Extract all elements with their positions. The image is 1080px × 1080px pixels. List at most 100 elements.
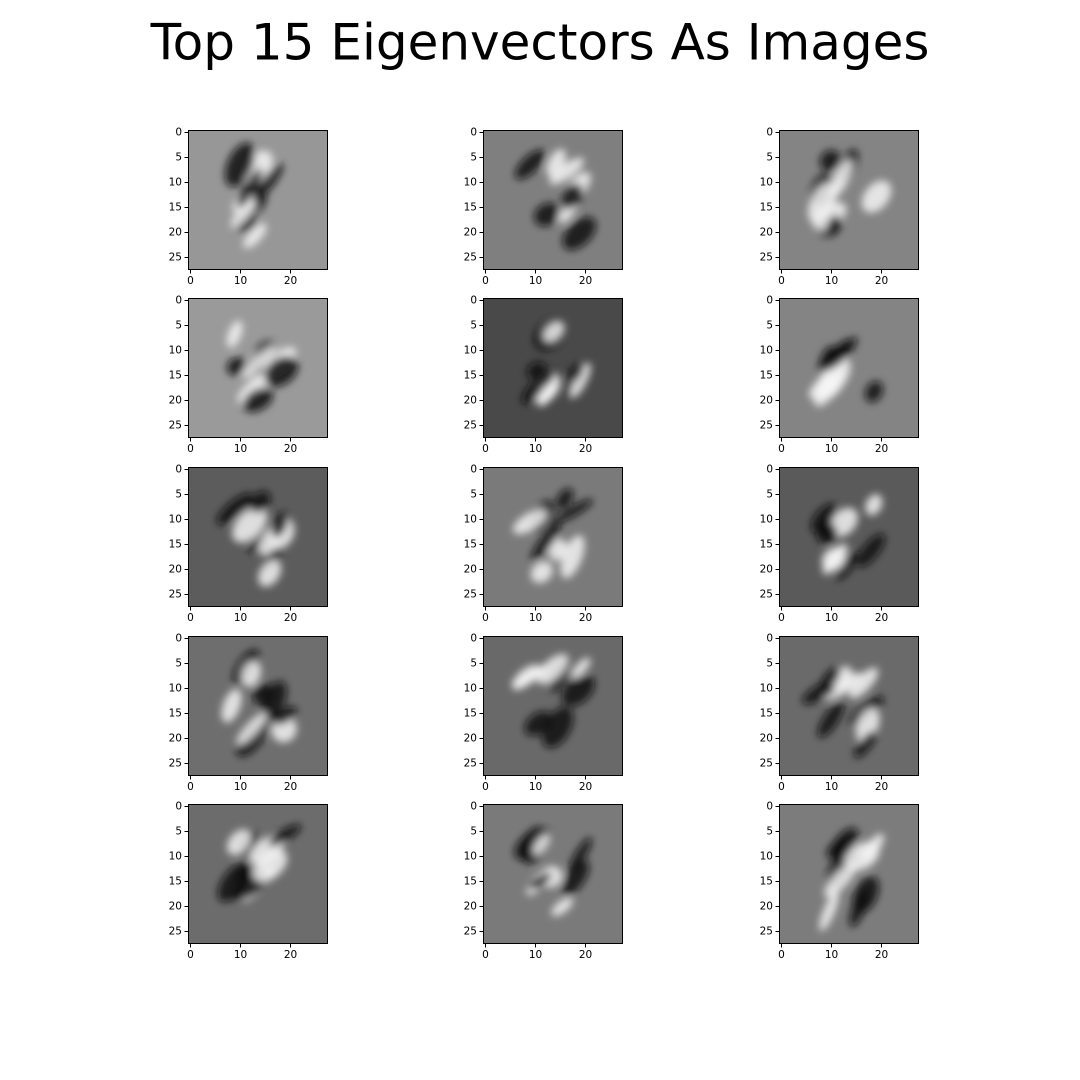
axes-frame <box>483 804 623 944</box>
axes-frame <box>779 636 919 776</box>
texture-blob <box>227 829 252 855</box>
texture-blob <box>821 547 846 571</box>
texture-blob <box>817 701 845 738</box>
y-tick-label: 5 <box>766 489 773 501</box>
image <box>188 467 328 607</box>
texture-blob <box>241 660 262 687</box>
image-texture <box>514 149 597 251</box>
axes-frame <box>779 298 919 438</box>
image <box>188 804 328 944</box>
y-tick-label: 25 <box>760 926 773 938</box>
axes-frame <box>188 636 328 776</box>
texture-blob <box>521 369 555 404</box>
texture-blob <box>864 381 884 403</box>
y-tick-label: 15 <box>464 876 477 888</box>
texture-blob <box>258 559 282 587</box>
y-tick-label: 20 <box>169 733 182 745</box>
image-texture <box>514 826 592 917</box>
texture-blob <box>221 688 242 723</box>
texture-blob <box>534 202 561 227</box>
texture-blob <box>853 730 877 759</box>
texture-blob <box>264 356 299 387</box>
image-texture <box>511 653 595 748</box>
texture-blob <box>819 150 841 172</box>
y-tick-label: 20 <box>169 395 182 407</box>
texture-blob <box>237 370 274 403</box>
texture-blob <box>571 657 591 679</box>
texture-blob <box>820 667 841 690</box>
texture-blob <box>561 674 595 707</box>
image-texture <box>512 488 593 584</box>
y-tick-label: 10 <box>169 514 182 526</box>
texture-blob <box>849 888 869 928</box>
texture-blob <box>835 551 858 580</box>
x-tick-label: 0 <box>187 443 194 455</box>
y-tick-label: 15 <box>169 539 182 551</box>
y-tick-label: 25 <box>464 589 477 601</box>
texture-blob <box>226 320 243 348</box>
image-background <box>483 130 623 270</box>
y-tick-label: 10 <box>464 177 477 189</box>
x-tick-label: 10 <box>234 949 247 961</box>
texture-blob <box>224 142 255 187</box>
y-tick-label: 15 <box>169 370 182 382</box>
y-tick-label: 25 <box>169 926 182 938</box>
texture-blob <box>226 357 246 376</box>
axes-frame <box>483 298 623 438</box>
y-tick-label: 25 <box>169 420 182 432</box>
image <box>483 804 623 944</box>
y-tick-label: 0 <box>175 295 182 307</box>
texture-blob <box>861 180 892 213</box>
y-tick-label: 20 <box>760 395 773 407</box>
image-texture <box>221 649 297 757</box>
texture-blob <box>829 159 853 199</box>
x-tick-label: 20 <box>284 275 297 287</box>
x-tick-label: 0 <box>778 443 785 455</box>
image <box>188 298 328 438</box>
y-tick-label: 20 <box>464 901 477 913</box>
y-tick-label: 10 <box>169 683 182 695</box>
image-background <box>188 467 328 607</box>
texture-blob <box>830 507 858 537</box>
y-tick-label: 20 <box>760 564 773 576</box>
texture-blob <box>528 872 552 890</box>
texture-blob <box>234 863 254 882</box>
y-tick-label: 10 <box>464 851 477 863</box>
texture-blob <box>536 653 569 685</box>
image-background <box>779 130 919 270</box>
y-tick-label: 5 <box>175 152 182 164</box>
texture-blob <box>216 492 254 525</box>
y-tick-label: 5 <box>470 320 477 332</box>
image <box>188 636 328 776</box>
x-tick-label: 20 <box>875 275 888 287</box>
x-tick-label: 10 <box>234 275 247 287</box>
x-tick-label: 10 <box>529 443 542 455</box>
y-tick-label: 25 <box>760 589 773 601</box>
x-tick-label: 20 <box>875 949 888 961</box>
y-tick-label: 15 <box>760 708 773 720</box>
image-background <box>483 636 623 776</box>
y-tick-label: 0 <box>766 801 773 813</box>
y-tick-label: 25 <box>464 758 477 770</box>
image <box>483 636 623 776</box>
y-tick-label: 5 <box>766 152 773 164</box>
x-tick-label: 10 <box>529 275 542 287</box>
y-tick-label: 20 <box>169 564 182 576</box>
x-tick-label: 20 <box>579 781 592 793</box>
texture-blob <box>252 683 274 705</box>
y-tick-label: 20 <box>464 227 477 239</box>
y-tick-label: 25 <box>760 420 773 432</box>
texture-blob <box>568 837 592 874</box>
texture-blob <box>570 362 591 399</box>
x-tick-label: 0 <box>482 443 489 455</box>
texture-blob <box>511 664 540 690</box>
texture-blob <box>549 157 584 185</box>
texture-blob <box>542 706 574 748</box>
y-tick-label: 0 <box>470 633 477 645</box>
image-texture <box>217 824 302 903</box>
texture-blob <box>536 381 558 407</box>
y-tick-label: 25 <box>169 758 182 770</box>
x-tick-label: 0 <box>482 949 489 961</box>
image-texture <box>808 337 884 407</box>
